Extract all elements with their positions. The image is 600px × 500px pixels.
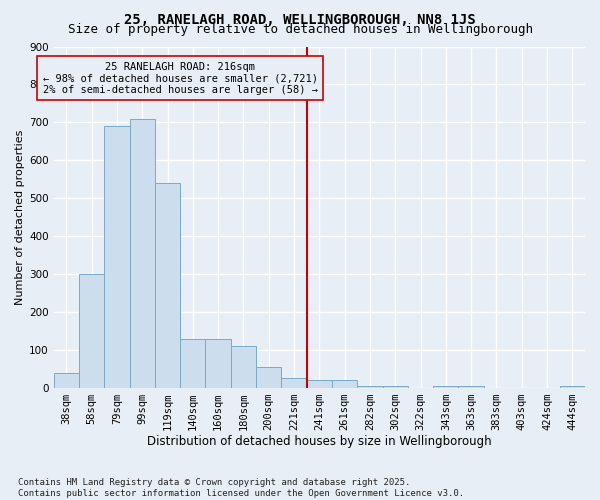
Bar [180,338,205,388]
Bar [205,338,231,388]
Bar [256,367,281,388]
Bar [79,274,104,388]
Bar [307,380,332,388]
X-axis label: Distribution of detached houses by size in Wellingborough: Distribution of detached houses by size … [147,434,491,448]
Bar [458,386,484,388]
Bar [383,386,408,388]
Bar [104,126,130,388]
Text: Size of property relative to detached houses in Wellingborough: Size of property relative to detached ho… [67,22,533,36]
Text: 25, RANELAGH ROAD, WELLINGBOROUGH, NN8 1JS: 25, RANELAGH ROAD, WELLINGBOROUGH, NN8 1… [124,12,476,26]
Bar [231,346,256,388]
Bar [53,373,79,388]
Bar [130,118,155,388]
Bar [433,386,458,388]
Bar [357,386,383,388]
Text: Contains HM Land Registry data © Crown copyright and database right 2025.
Contai: Contains HM Land Registry data © Crown c… [18,478,464,498]
Bar [281,378,307,388]
Bar [155,183,180,388]
Bar [560,386,585,388]
Y-axis label: Number of detached properties: Number of detached properties [15,130,25,305]
Text: 25 RANELAGH ROAD: 216sqm
← 98% of detached houses are smaller (2,721)
2% of semi: 25 RANELAGH ROAD: 216sqm ← 98% of detach… [43,62,317,95]
Bar [332,380,357,388]
